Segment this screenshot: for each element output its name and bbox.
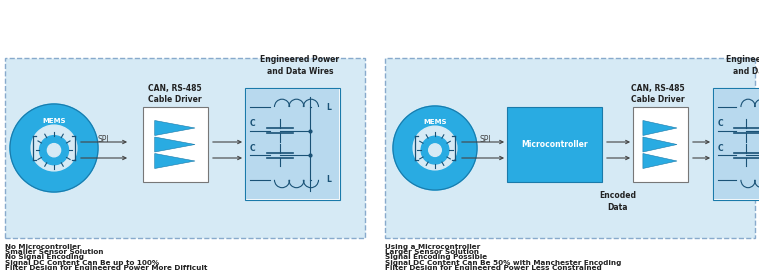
Text: CAN, RS-485: CAN, RS-485 bbox=[631, 83, 685, 93]
Text: Using a Microcontroller: Using a Microcontroller bbox=[385, 244, 480, 250]
Text: C: C bbox=[250, 144, 256, 153]
Text: Larger Sensor Solution: Larger Sensor Solution bbox=[385, 249, 479, 255]
Polygon shape bbox=[155, 137, 195, 152]
Text: Encoded: Encoded bbox=[600, 191, 637, 201]
Polygon shape bbox=[643, 154, 677, 168]
Text: Filter Design for Engineered Power Less Constrained: Filter Design for Engineered Power Less … bbox=[385, 265, 602, 270]
Bar bbox=[246, 89, 339, 199]
Text: and Data Wires: and Data Wires bbox=[266, 68, 333, 76]
Text: Filter Design for Engineered Power More Difficult: Filter Design for Engineered Power More … bbox=[5, 265, 207, 270]
Circle shape bbox=[31, 125, 77, 171]
Text: CAN, RS-485: CAN, RS-485 bbox=[148, 83, 202, 93]
Circle shape bbox=[429, 144, 441, 156]
Text: SPI: SPI bbox=[98, 136, 109, 144]
Text: Engineered Power: Engineered Power bbox=[260, 56, 339, 65]
Polygon shape bbox=[155, 120, 195, 136]
Bar bbox=[713, 88, 759, 200]
Text: Smaller Sensor Solution: Smaller Sensor Solution bbox=[5, 249, 103, 255]
Bar bbox=[385, 58, 755, 238]
Text: Cable Driver: Cable Driver bbox=[148, 96, 202, 104]
Bar bbox=[714, 89, 759, 199]
Circle shape bbox=[393, 106, 477, 190]
Text: Cable Driver: Cable Driver bbox=[631, 96, 685, 104]
Bar bbox=[143, 107, 208, 182]
Text: Microcontroller: Microcontroller bbox=[521, 140, 587, 149]
Text: MEMS: MEMS bbox=[424, 119, 447, 125]
Circle shape bbox=[39, 136, 68, 165]
Text: L: L bbox=[326, 175, 331, 184]
Circle shape bbox=[47, 144, 61, 157]
Text: No Microcontroller: No Microcontroller bbox=[5, 244, 80, 250]
Bar bbox=[507, 107, 602, 182]
Text: No Signal Encoding: No Signal Encoding bbox=[5, 254, 84, 260]
Circle shape bbox=[10, 104, 98, 192]
Text: Data: Data bbox=[608, 204, 628, 212]
Polygon shape bbox=[643, 120, 677, 136]
Polygon shape bbox=[643, 137, 677, 152]
Text: Engineered Power: Engineered Power bbox=[726, 56, 759, 65]
Text: Signal Encoding Possible: Signal Encoding Possible bbox=[385, 254, 487, 260]
Text: and Data Wires: and Data Wires bbox=[732, 68, 759, 76]
Text: L: L bbox=[326, 103, 331, 112]
Circle shape bbox=[421, 136, 449, 164]
Circle shape bbox=[413, 126, 457, 170]
Bar bbox=[5, 58, 365, 238]
Text: C: C bbox=[717, 144, 723, 153]
Text: SPI: SPI bbox=[480, 136, 492, 144]
Text: MEMS: MEMS bbox=[43, 118, 66, 124]
Bar bbox=[633, 107, 688, 182]
Bar bbox=[245, 88, 340, 200]
Text: C: C bbox=[250, 119, 256, 128]
Polygon shape bbox=[155, 154, 195, 168]
Text: Signal DC Content Can Be 50% with Manchester Encoding: Signal DC Content Can Be 50% with Manche… bbox=[385, 259, 622, 266]
Text: Signal DC Content Can Be up to 100%: Signal DC Content Can Be up to 100% bbox=[5, 259, 159, 266]
Text: C: C bbox=[717, 119, 723, 128]
